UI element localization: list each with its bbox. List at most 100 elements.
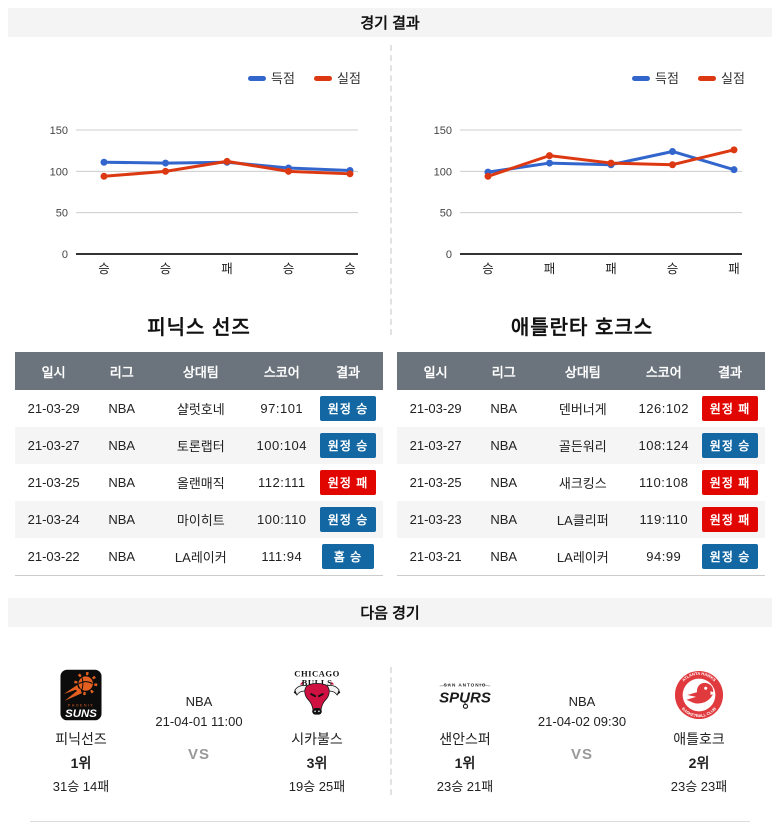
game-score: 97:101 [260, 401, 304, 416]
result-badge: 원정 승 [319, 396, 377, 421]
result-badge: 원정 패 [701, 470, 759, 495]
game-league: NBA [490, 438, 518, 453]
hawks-team-title: 애틀란타 호크스 [510, 317, 654, 339]
game-date: 21-03-24 [27, 512, 80, 527]
column-header: 상대팀 [533, 352, 633, 390]
data-point [346, 170, 354, 178]
next-team-rank: 2위 [688, 755, 710, 771]
result-badge: 원정 패 [701, 507, 759, 532]
game-date: 21-03-25 [409, 475, 462, 490]
svg-text:PHOENIX: PHOENIX [68, 703, 94, 707]
next-game-center: NBA 21-04-01 11:00 VS [147, 667, 251, 795]
data-point [285, 167, 292, 175]
column-header: 결과 [313, 352, 383, 390]
game-date: 21-03-27 [409, 438, 462, 453]
table-row: 21-03-27 NBA 골든워리 108:124 원정 승 [397, 427, 765, 464]
result-badge: 원정 패 [701, 396, 759, 421]
table-row: 21-03-29 NBA 샬럿호네 97:101 원정 승 [15, 390, 383, 427]
table-row: 21-03-27 NBA 토론랩터 100:104 원정 승 [15, 427, 383, 464]
spurs-logo-icon: SAN ANTONIO SPURS [435, 667, 495, 723]
column-header: 스코어 [632, 352, 696, 390]
game-opponent: LA레이커 [174, 550, 227, 565]
game-score: 100:110 [257, 512, 307, 527]
game-league: NBA [108, 512, 136, 527]
next-team-record: 23승 23패 [670, 779, 728, 794]
svg-text:SAN ANTONIO: SAN ANTONIO [444, 683, 487, 688]
legend-label: 실점 [337, 71, 361, 86]
x-tick-label: 승 [98, 262, 110, 276]
legend-swatch [314, 76, 332, 81]
charts-row: 득점 실점 0 50 100 150 승 승 패 승 승 피닉스 선즈 득점 실점 0 50 100 150 승… [8, 45, 772, 339]
game-league: NBA [490, 549, 518, 564]
data-point [546, 159, 553, 167]
game-score: 112:111 [257, 475, 306, 490]
game-date: 21-03-25 [27, 475, 80, 490]
suns-table-wrap: 일시 리그 상대팀 스코어 결과 21-03-29 NBA 샬럿호네 97:101 원정 승 21… [8, 352, 390, 576]
result-badge: 원정 패 [319, 470, 377, 495]
suns-chart-column: 득점 실점 0 50 100 150 승 승 패 승 승 피닉스 선즈 [8, 45, 390, 339]
next-team-name: 시카불스 [291, 731, 343, 747]
next-team-name: 피닉선즈 [55, 731, 107, 747]
game-league: NBA [108, 549, 136, 564]
bulls-logo-icon: CHICAGO BULLS [293, 667, 341, 723]
result-badge: 원정 승 [701, 544, 759, 569]
y-tick-label: 150 [434, 125, 452, 137]
legend-swatch [248, 76, 266, 81]
hawks-score-line-chart: 득점 실점 0 50 100 150 승 패 패 승 패 [434, 71, 745, 276]
game-opponent: 샬럿호네 [176, 402, 225, 417]
game-score: 126:102 [638, 401, 690, 416]
legend-label: 득점 [271, 71, 295, 86]
data-point [546, 152, 553, 160]
legend-label: 실점 [721, 71, 745, 86]
game-league: NBA [490, 401, 518, 416]
suns-logo-icon: PHOENIX SUNS [60, 667, 102, 723]
column-header: 결과 [695, 352, 765, 390]
table-header-row: 일시 리그 상대팀 스코어 결과 [397, 352, 765, 390]
next-team-rank: 1위 [70, 755, 92, 771]
results-tables-row: 일시 리그 상대팀 스코어 결과 21-03-29 NBA 샬럿호네 97:101 원정 승 21… [8, 352, 772, 576]
data-point [100, 158, 108, 166]
data-point [484, 172, 492, 180]
x-tick-label: 승 [344, 262, 356, 276]
x-tick-label: 패 [221, 262, 233, 276]
data-point [730, 146, 738, 154]
next-team-name: 샌안스퍼 [439, 731, 491, 747]
game-score: 94:99 [646, 549, 682, 564]
next-game-datetime: 21-04-02 09:30 [537, 714, 627, 729]
column-header: 일시 [15, 352, 93, 390]
next-game-team: CHICAGO BULLS 시카불스 3위 19승 25패 [256, 667, 378, 795]
result-badge: 원정 승 [701, 433, 759, 458]
x-tick-label: 승 [283, 262, 295, 276]
x-tick-label: 패 [544, 262, 556, 276]
game-result-cell: 원정 패 [695, 390, 765, 427]
data-point [669, 147, 676, 155]
next-team-name: 애틀호크 [673, 731, 725, 747]
column-header: 리그 [92, 352, 152, 390]
x-tick-label: 패 [728, 262, 740, 276]
game-score: 100:104 [256, 438, 308, 453]
game-result-cell: 원정 패 [695, 501, 765, 538]
result-badge: 원정 승 [319, 433, 377, 458]
next-team-rank: 1위 [454, 755, 476, 771]
next-section-header: 다음 경기 [8, 598, 772, 627]
legend-swatch [632, 76, 650, 81]
svg-text:CHICAGO: CHICAGO [294, 669, 340, 679]
game-date: 21-03-22 [27, 549, 80, 564]
game-league: NBA [490, 475, 518, 490]
game-result-cell: 홈 승 [313, 538, 383, 576]
results-section-title: 경기 결과 [360, 15, 420, 32]
legend-label: 득점 [655, 71, 679, 86]
x-tick-label: 승 [667, 262, 679, 276]
game-opponent: 토론랩터 [176, 439, 225, 454]
svg-text:SPURS: SPURS [439, 690, 491, 707]
next-team-rank: 3위 [306, 755, 328, 771]
game-date: 21-03-29 [409, 401, 462, 416]
next-game-league: NBA [568, 694, 596, 709]
game-opponent: 올랜매직 [176, 476, 225, 491]
data-point [162, 159, 169, 167]
legend-swatch [698, 76, 716, 81]
y-tick-label: 0 [62, 249, 68, 261]
game-result-cell: 원정 승 [695, 427, 765, 464]
vs-label: VS [570, 746, 593, 763]
results-section-header: 경기 결과 [8, 8, 772, 37]
